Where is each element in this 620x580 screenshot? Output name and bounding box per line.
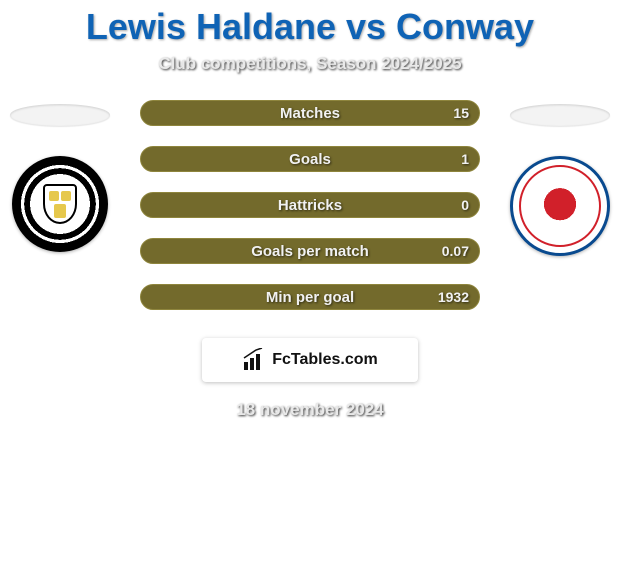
stat-bar: Matches 15 <box>140 100 480 126</box>
stat-value-right: 1932 <box>438 289 469 305</box>
stat-value-right: 0.07 <box>442 243 469 259</box>
left-team-crest <box>12 156 108 252</box>
stat-value-right: 15 <box>453 105 469 121</box>
stat-bar: Goals per match 0.07 <box>140 238 480 264</box>
left-player-name-pill <box>10 104 110 126</box>
fctables-logo-text: FcTables.com <box>272 351 378 369</box>
comparison-card: Lewis Haldane vs Conway Club competition… <box>0 0 620 580</box>
left-player-column <box>0 100 120 252</box>
stat-value-right: 1 <box>461 151 469 167</box>
port-vale-shield-icon <box>43 184 77 224</box>
stat-label: Goals <box>289 151 331 168</box>
right-player-column <box>500 100 620 256</box>
right-team-crest <box>510 156 610 256</box>
date-label: 18 november 2024 <box>0 400 620 420</box>
stat-bar: Min per goal 1932 <box>140 284 480 310</box>
stats-bars: Matches 15 Goals 1 Hattricks 0 Goals per match… <box>140 100 480 310</box>
right-player-name-pill <box>510 104 610 126</box>
stat-value-right: 0 <box>461 197 469 213</box>
fctables-logo[interactable]: FcTables.com <box>202 338 418 382</box>
crewe-lion-icon <box>542 188 578 224</box>
bar-chart-icon <box>242 348 266 372</box>
stat-label: Goals per match <box>251 243 369 260</box>
subtitle: Club competitions, Season 2024/2025 <box>0 54 620 74</box>
main-area: Matches 15 Goals 1 Hattricks 0 Goals per match… <box>0 100 620 316</box>
stat-label: Hattricks <box>278 197 342 214</box>
stat-label: Matches <box>280 105 340 122</box>
page-title: Lewis Haldane vs Conway <box>0 0 620 48</box>
stat-label: Min per goal <box>266 289 354 306</box>
stat-bar: Goals 1 <box>140 146 480 172</box>
stat-bar: Hattricks 0 <box>140 192 480 218</box>
